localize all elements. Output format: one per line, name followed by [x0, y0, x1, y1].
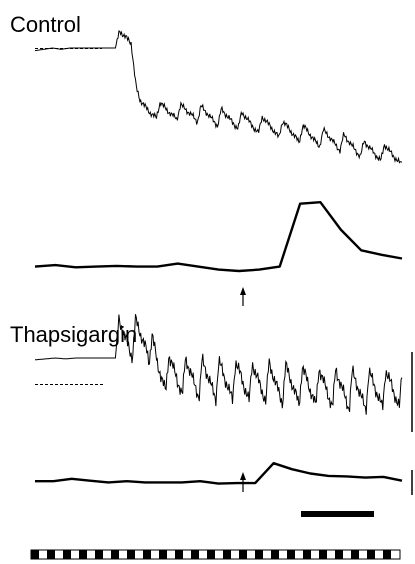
stimulus-block	[255, 550, 263, 559]
stimulus-block	[367, 550, 375, 559]
stimulus-block	[95, 550, 103, 559]
panel-title-thapsigargin: Thapsigargin	[10, 322, 137, 347]
thapsigargin-arrow-icon	[240, 472, 246, 492]
stimulus-block	[191, 550, 199, 559]
stimulus-block	[175, 550, 183, 559]
stimulus-block	[223, 550, 231, 559]
stimulus-block	[319, 550, 327, 559]
control-arrow-icon	[240, 287, 246, 306]
stimulus-block	[239, 550, 247, 559]
panel-title-control: Control	[10, 12, 81, 37]
stimulus-block	[31, 550, 39, 559]
stimulus-block	[207, 550, 215, 559]
stimulus-block	[383, 550, 391, 559]
control-membrane-trace	[34, 30, 403, 164]
control-calcium-trace	[34, 201, 403, 273]
stimulus-block	[79, 550, 87, 559]
stimulus-block	[335, 550, 343, 559]
stimulus-block	[351, 550, 359, 559]
thapsigargin-calcium-trace	[35, 462, 403, 485]
stimulus-block	[47, 550, 55, 559]
thapsigargin-membrane-trace	[35, 314, 403, 415]
stimulus-block	[271, 550, 279, 559]
stimulus-block	[111, 550, 119, 559]
stimulus-block	[63, 550, 71, 559]
stimulus-block	[127, 550, 135, 559]
stimulus-block	[159, 550, 167, 559]
stimulus-block	[287, 550, 295, 559]
stimulus-block	[143, 550, 151, 559]
stimulus-block	[303, 550, 311, 559]
stimulus-pattern	[31, 550, 391, 559]
